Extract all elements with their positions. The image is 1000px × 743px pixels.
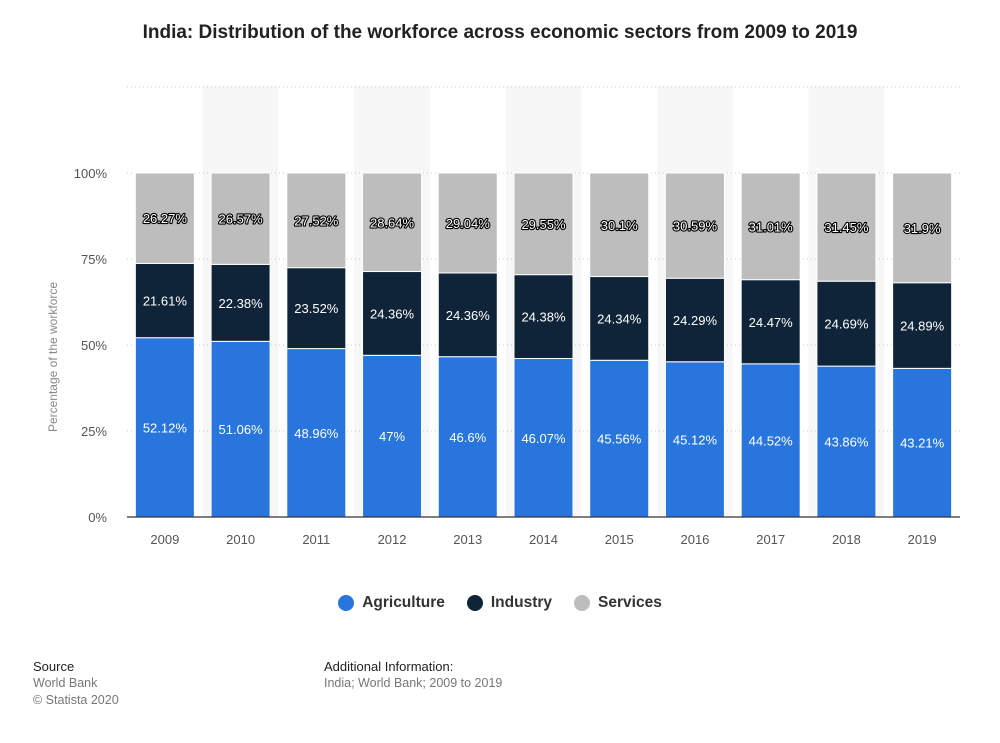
bar-segment-industry	[437, 272, 498, 358]
legend-item-services[interactable]: Services	[574, 594, 662, 612]
data-label: 46.6%	[449, 430, 486, 445]
legend-item-agriculture[interactable]: Agriculture	[338, 594, 445, 612]
legend-marker-services	[574, 595, 591, 611]
data-label: 43.86%	[824, 435, 869, 450]
bar-segment-services	[362, 172, 423, 273]
x-tick-label: 2015	[605, 532, 634, 547]
bar-segment-services	[589, 172, 650, 278]
bar-segment-services	[740, 172, 801, 281]
source-heading: Source	[33, 659, 75, 674]
bar-segment-services	[664, 172, 725, 279]
legend-label-services: Services	[598, 594, 662, 611]
data-label: 45.12%	[673, 432, 718, 447]
legend-label-industry: Industry	[490, 594, 553, 611]
data-label: 52.12%	[143, 420, 188, 435]
chart-title: India: Distribution of the workforce acr…	[142, 22, 858, 43]
data-label: 24.29%	[673, 313, 718, 328]
data-label: 28.64%	[370, 215, 415, 230]
data-label: 47%	[379, 429, 405, 444]
data-label: 24.47%	[749, 315, 794, 330]
bar-segment-services	[286, 172, 347, 269]
bar-segment-industry	[286, 267, 347, 350]
x-tick-label: 2010	[226, 532, 255, 547]
x-tick-label: 2019	[908, 532, 937, 547]
x-tick-label: 2012	[378, 532, 407, 547]
x-tick-label: 2009	[150, 532, 179, 547]
source-block: Source World Bank © Statista 2020	[33, 658, 119, 709]
data-label: 31.01%	[749, 219, 794, 234]
y-tick-label: 50%	[81, 338, 107, 353]
y-tick-label: 0%	[88, 510, 107, 525]
copyright[interactable]: © Statista 2020	[33, 693, 119, 707]
bar-segment-industry	[210, 263, 271, 342]
data-label: 24.34%	[597, 311, 642, 326]
bar-segment-industry	[664, 277, 725, 363]
source-name[interactable]: World Bank	[33, 676, 98, 690]
stacked-bar-chart: 0% 25% 50% 75% 100% Percentage of the workfor…	[46, 86, 960, 547]
data-label: 30.1%	[601, 218, 638, 233]
data-label: 43.21%	[900, 436, 945, 451]
legend-item-industry[interactable]: Industry	[466, 594, 553, 612]
legend-marker-agriculture	[338, 595, 355, 611]
data-label: 24.36%	[370, 306, 415, 321]
x-tick-label: 2011	[302, 532, 330, 547]
y-tick-label: 100%	[74, 166, 108, 181]
data-label: 22.38%	[219, 296, 264, 311]
data-label: 51.06%	[219, 422, 264, 437]
bar-segment-services	[816, 172, 877, 282]
legend-label-agriculture: Agriculture	[362, 594, 445, 611]
additional-info-text: India; World Bank; 2009 to 2019	[324, 676, 503, 690]
bar-segment-industry	[513, 274, 574, 360]
data-label: 23.52%	[294, 301, 339, 316]
legend: Agriculture Industry Services	[0, 594, 1000, 612]
data-label: 46.07%	[521, 431, 566, 446]
data-label: 29.55%	[521, 217, 566, 232]
data-label: 30.59%	[673, 219, 718, 234]
x-tick-label: 2016	[680, 532, 709, 547]
y-tick-label: 75%	[81, 252, 107, 267]
y-tick-label: 25%	[81, 424, 107, 439]
bar-segment-agriculture	[892, 367, 953, 518]
x-tick-label: 2014	[529, 532, 558, 547]
data-label: 24.38%	[521, 310, 566, 325]
additional-info-block: Additional Information: India; World Ban…	[324, 658, 502, 692]
data-label: 31.45%	[824, 220, 869, 235]
bar-segment-industry	[740, 279, 801, 365]
data-label: 44.52%	[749, 433, 794, 448]
bar-segment-agriculture	[210, 340, 271, 518]
data-label: 26.57%	[219, 212, 264, 227]
data-label: 24.89%	[900, 319, 945, 334]
data-label: 26.27%	[143, 211, 188, 226]
additional-info-heading: Additional Information:	[324, 659, 454, 674]
x-tick-label: 2017	[756, 532, 785, 547]
y-axis-label: Percentage of the workforce	[46, 282, 60, 432]
bar-segment-agriculture	[740, 363, 801, 518]
bar-segment-industry	[134, 262, 195, 339]
legend-marker-industry	[466, 595, 483, 611]
data-label: 31.9%	[904, 221, 941, 236]
bar-segment-agriculture	[134, 337, 195, 518]
data-label: 45.56%	[597, 432, 642, 447]
bar-segment-agriculture	[286, 348, 347, 518]
bar-segment-agriculture	[362, 354, 423, 518]
bar-segment-agriculture	[589, 359, 650, 518]
data-label: 27.52%	[294, 213, 339, 228]
data-label: 21.61%	[143, 294, 188, 309]
bar-segment-agriculture	[816, 365, 877, 518]
data-label: 24.36%	[446, 308, 491, 323]
data-label: 29.04%	[446, 216, 491, 231]
bar-segment-services	[210, 172, 271, 265]
bar-segment-services	[134, 172, 195, 264]
x-tick-label: 2018	[832, 532, 861, 547]
x-tick-label: 2013	[453, 532, 482, 547]
data-label: 48.96%	[294, 426, 339, 441]
bar-segment-services	[437, 172, 498, 274]
bar-segment-services	[892, 172, 953, 284]
data-label: 24.69%	[824, 317, 869, 332]
bar-segment-industry	[362, 271, 423, 356]
bar-segment-agriculture	[664, 361, 725, 518]
bar-segment-services	[513, 172, 574, 276]
